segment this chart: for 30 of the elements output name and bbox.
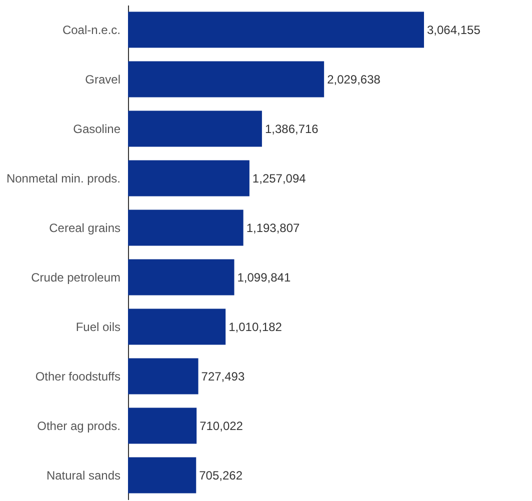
y-tick-label: Gravel xyxy=(85,72,120,86)
y-tick-label: Other ag prods. xyxy=(37,418,120,433)
bar xyxy=(128,12,424,48)
data-label: 2,029,638 xyxy=(327,72,381,86)
bar xyxy=(128,457,196,494)
bar xyxy=(128,358,198,394)
data-label: 1,010,182 xyxy=(228,320,282,334)
data-label: 710,022 xyxy=(200,418,244,433)
bar xyxy=(128,259,234,296)
bar xyxy=(128,61,324,98)
data-label: 1,386,716 xyxy=(264,122,319,136)
data-label: 705,262 xyxy=(199,468,243,482)
bar xyxy=(128,110,262,147)
y-tick-label: Cereal grains xyxy=(49,220,120,235)
data-label: 1,257,094 xyxy=(252,171,306,186)
data-label: 1,099,841 xyxy=(237,270,291,284)
y-tick-label: Fuel oils xyxy=(76,320,120,334)
y-tick-label: Crude petroleum xyxy=(31,270,120,284)
bar xyxy=(128,408,197,444)
data-label: 1,193,807 xyxy=(246,220,300,235)
bar xyxy=(128,160,250,196)
y-tick-label: Nonmetal min. prods. xyxy=(6,171,120,186)
data-label: 3,064,155 xyxy=(427,22,481,37)
y-tick-label: Coal-n.e.c. xyxy=(62,22,120,37)
y-tick-label: Other foodstuffs xyxy=(35,369,120,384)
bar xyxy=(128,210,244,246)
y-tick-label: Natural sands xyxy=(46,468,120,482)
data-label: 727,493 xyxy=(201,369,245,384)
bar xyxy=(128,308,226,345)
y-tick-label: Gasoline xyxy=(73,122,121,136)
